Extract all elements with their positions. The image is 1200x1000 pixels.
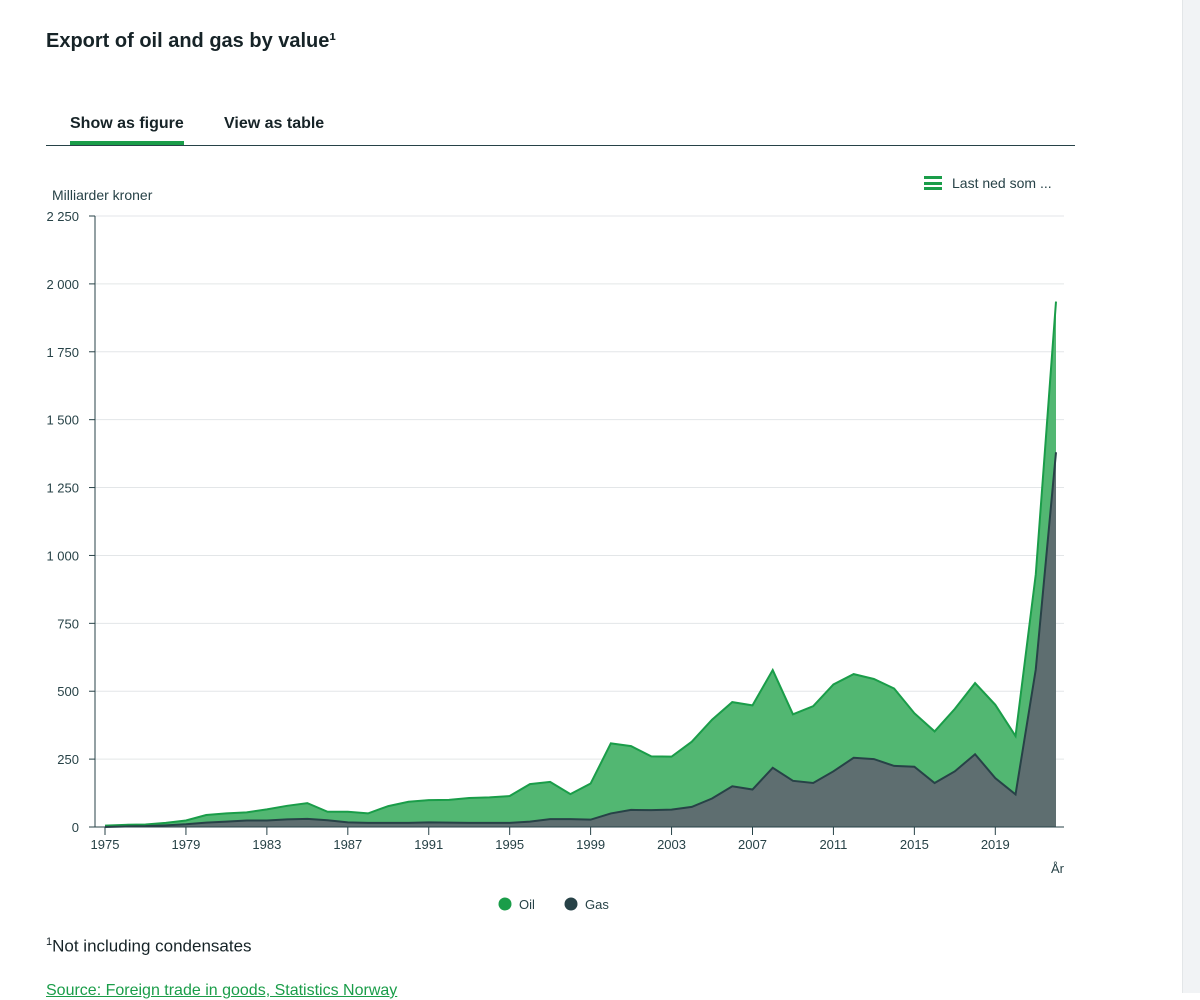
legend-gas-label: Gas [585,897,609,912]
source-link[interactable]: Source: Foreign trade in goods, Statisti… [46,982,398,999]
chart-svg: 0 250 500 750 1 000 1 250 1 500 1 750 2 000 2 250… [46,187,1065,912]
chart-container: 0 250 500 750 1 000 1 250 1 500 1 750 2 000 2 250… [0,160,1120,920]
x-tick-label: 1999 [576,837,605,852]
y-tick-label: 0 [72,820,79,835]
x-tick-label: 1983 [252,837,281,852]
tab-view-as-table[interactable]: View as table [224,115,325,132]
x-tick-label: 2011 [819,837,847,852]
x-tick-label: 2019 [981,837,1010,852]
download-label: Last ned som ... [952,175,1052,191]
footnote-marker: 1 [46,936,53,948]
y-tick-label: 2 000 [46,277,79,292]
x-tick-label: 2015 [900,837,929,852]
legend-gas-marker [564,897,578,911]
x-tick-label: 1987 [333,837,362,852]
figure-title: Export of oil and gas by value¹ [46,30,337,52]
legend-oil-label: Oil [519,897,535,912]
x-tick-label: 1991 [414,837,443,852]
x-tick-label: 1979 [171,837,200,852]
y-tick-label: 1 250 [46,481,79,496]
oil-line [104,301,1057,827]
legend-oil-marker [498,897,512,911]
x-tick-label: 2003 [657,837,686,852]
x-tick-label: 1995 [495,837,524,852]
x-tick-label: 1975 [91,837,120,852]
gas-line [104,452,1057,828]
y-tick-label: 500 [57,684,79,699]
footnote: 1Not including condensates [46,936,252,957]
tab-show-as-figure[interactable]: Show as figure [70,115,184,145]
footnote-text: Not including condensates [52,936,252,956]
y-axis-label: Milliarder kroner [52,187,153,203]
oil-area [105,301,1056,827]
y-tick-label: 250 [57,752,79,767]
y-tick-label: 750 [57,616,79,631]
download-menu-button[interactable]: Last ned som ... [924,172,1052,194]
x-axis-label: År [1051,861,1065,876]
y-tick-label: 2 250 [46,209,79,224]
y-tick-label: 1 500 [46,413,79,428]
menu-icon [924,176,942,190]
y-tick-label: 1 750 [46,345,79,360]
gas-area [105,452,1056,827]
page-scrollbar[interactable] [1182,0,1200,993]
x-tick-label: 2007 [738,837,767,852]
y-tick-label: 1 000 [46,548,79,563]
view-tabs: Show as figure View as table [46,105,1075,146]
